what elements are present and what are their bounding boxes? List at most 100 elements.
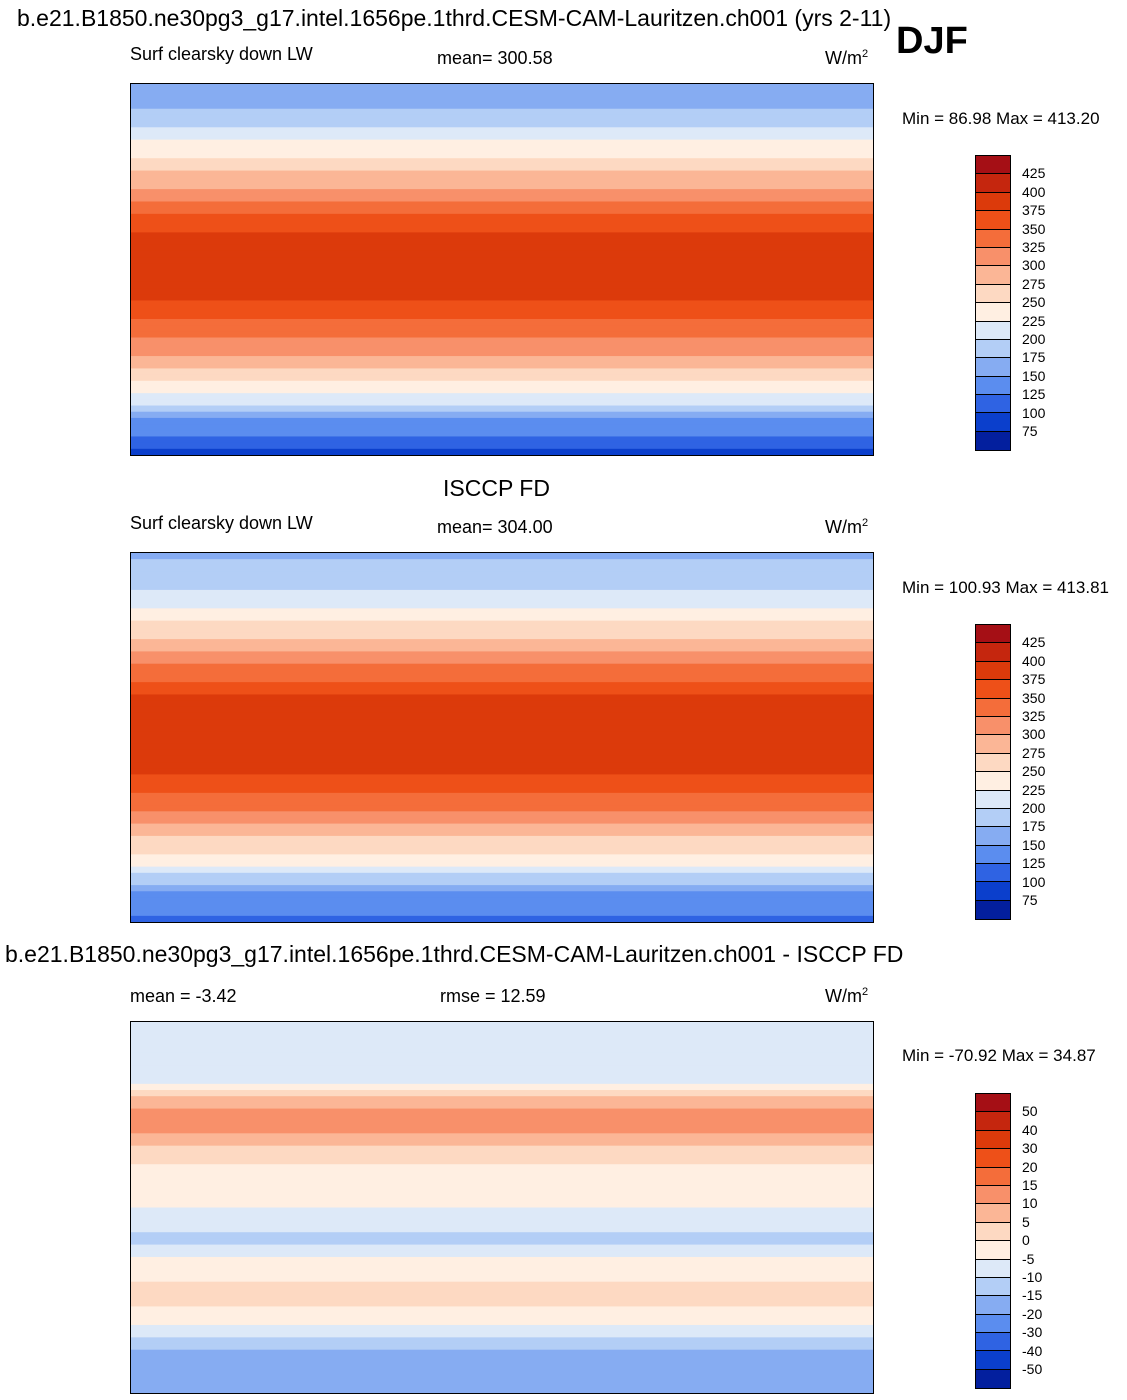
zonal-band <box>131 139 873 147</box>
zonal-band <box>131 909 873 917</box>
colorbar-swatch <box>976 211 1010 230</box>
zonal-band <box>131 688 873 696</box>
zonal-band <box>131 700 873 708</box>
zonal-band <box>131 1182 873 1190</box>
zonal-band <box>131 565 873 573</box>
zonal-band <box>131 1324 873 1332</box>
zonal-band <box>131 842 873 849</box>
zonal-band <box>131 362 873 370</box>
zonal-band <box>131 719 873 726</box>
zonal-band <box>131 442 873 450</box>
zonal-band <box>131 743 873 751</box>
colorbar-tick-label: 75 <box>1022 892 1038 908</box>
colorbar-swatch <box>976 900 1010 920</box>
zonal-band <box>131 170 873 178</box>
zonal-band <box>131 281 873 289</box>
zonal-band <box>131 1046 873 1054</box>
zonal-band <box>131 114 873 122</box>
colorbar-tick-label: 150 <box>1022 367 1046 384</box>
colorbar-swatch <box>976 303 1010 322</box>
zonal-band <box>131 792 873 800</box>
zonal-band <box>131 651 873 659</box>
zonal-band <box>131 583 873 591</box>
zonal-band <box>131 645 873 652</box>
colorbar-swatch <box>976 735 1010 754</box>
zonal-band <box>131 288 873 295</box>
colorbar-tick-label: 425 <box>1022 634 1046 651</box>
colorbar-swatch <box>976 1185 1010 1205</box>
colorbar-swatch <box>976 716 1010 736</box>
zonal-band <box>131 1213 873 1221</box>
zonal-band <box>131 417 873 425</box>
map-field <box>131 553 873 922</box>
colorbar-swatch <box>976 229 1010 248</box>
zonal-band <box>131 226 873 233</box>
map-field <box>131 84 873 455</box>
zonal-band <box>131 1386 873 1393</box>
zonal-band <box>131 885 873 892</box>
colorbar-swatch <box>976 1130 1010 1150</box>
zonal-band <box>131 1312 873 1320</box>
colorbar-tick-label: 250 <box>1022 763 1046 780</box>
colorbar-swatch <box>976 643 1010 662</box>
zonal-band <box>131 878 873 886</box>
colorbar-tick-label: -30 <box>1022 1324 1043 1341</box>
zonal-band <box>131 1133 873 1141</box>
colorbar-swatch <box>976 321 1010 340</box>
zonal-band <box>131 608 873 616</box>
map-field <box>131 1022 873 1393</box>
colorbar-swatch <box>976 1259 1010 1278</box>
colorbar-tick-label: -10 <box>1022 1269 1043 1285</box>
colorbar-swatch <box>976 1351 1010 1370</box>
zonal-band <box>131 1170 873 1178</box>
zonal-band <box>131 614 873 622</box>
colorbar-swatch <box>976 174 1010 193</box>
zonal-band <box>131 712 873 720</box>
zonal-band <box>131 1256 873 1264</box>
zonal-band <box>131 632 873 640</box>
colorbar-swatch <box>976 698 1010 717</box>
zonal-band <box>131 1207 873 1215</box>
colorbar-tick-label: 100 <box>1022 404 1046 421</box>
zonal-band <box>131 1040 873 1048</box>
panel3-units: W/m2 <box>825 986 869 1006</box>
colorbar-swatch <box>976 772 1010 791</box>
zonal-band <box>131 1337 873 1345</box>
zonal-band <box>131 866 873 874</box>
zonal-band <box>131 749 873 757</box>
zonal-band <box>131 823 873 831</box>
zonal-band <box>131 1244 873 1252</box>
zonal-band <box>131 589 873 597</box>
zonal-band <box>131 430 873 438</box>
zonal-band <box>131 1158 873 1165</box>
zonal-band <box>131 411 873 419</box>
zonal-band <box>131 250 873 258</box>
zonal-band <box>131 374 873 382</box>
zonal-band <box>131 768 873 775</box>
colorbar-tick-label: 275 <box>1022 744 1046 761</box>
zonal-band <box>131 1226 873 1233</box>
zonal-band <box>131 1096 873 1103</box>
zonal-band <box>131 232 873 240</box>
colorbar-swatch <box>976 395 1010 414</box>
zonal-band <box>131 915 873 922</box>
colorbar-tick-label: 350 <box>1022 220 1046 237</box>
colorbar-tick-label: 10 <box>1022 1195 1038 1212</box>
colorbar-tick-label: 20 <box>1022 1158 1038 1175</box>
zonal-band <box>131 164 873 172</box>
colorbar-tick-label: -40 <box>1022 1342 1043 1359</box>
zonal-band <box>131 1269 873 1277</box>
colorbar-swatch <box>976 192 1010 212</box>
colorbar-swatch <box>976 625 1010 644</box>
zonal-band <box>131 386 873 394</box>
colorbar-tick-label: 150 <box>1022 836 1046 853</box>
zonal-band <box>131 829 873 837</box>
zonal-band <box>131 762 873 769</box>
panel2-map <box>130 552 874 923</box>
zonal-band <box>131 176 873 184</box>
zonal-band <box>131 1219 873 1227</box>
zonal-band <box>131 201 873 209</box>
zonal-band <box>131 127 873 135</box>
zonal-band <box>131 424 873 431</box>
colorbar-swatch <box>976 753 1010 773</box>
